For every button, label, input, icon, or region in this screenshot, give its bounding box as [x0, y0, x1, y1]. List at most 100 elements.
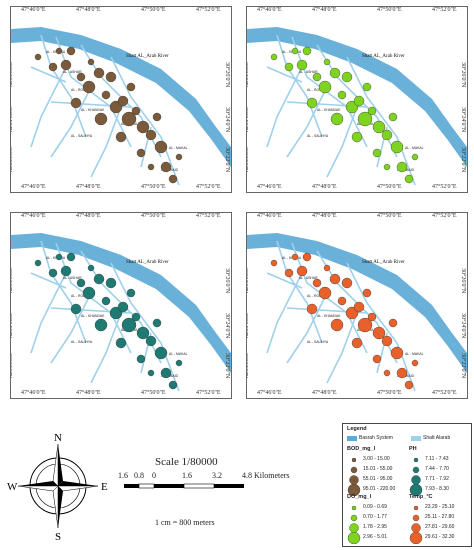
sample-site-marker: [396, 367, 408, 379]
sample-site-marker: [48, 62, 58, 72]
legend-swatch: [411, 436, 421, 441]
sample-site-marker: [82, 286, 96, 300]
sample-site-marker: [94, 112, 108, 126]
x-tick-bottom: 47°46'0"E: [257, 390, 282, 396]
sample-site-marker: [55, 253, 63, 261]
x-tick-top: 47°46'0"E: [257, 7, 282, 13]
y-tick-right: 30°26'0"N: [224, 62, 230, 88]
canal: [50, 86, 92, 158]
sample-site-marker: [323, 58, 331, 66]
sample-site-marker: [330, 112, 344, 126]
sample-site-marker: [383, 163, 391, 171]
scale-note: 1 cm = 800 meters: [155, 518, 215, 527]
site-label: AL - ROBAT: [307, 88, 325, 92]
legend-symbol: [350, 514, 358, 522]
legend-symbol: [347, 484, 361, 496]
y-tick-left: 30°22'0"N: [10, 147, 12, 173]
legend-item-label: 3.00 - 15.00: [363, 456, 390, 462]
site-label: AL - KHORA: [282, 256, 302, 260]
legend-symbol: [351, 457, 357, 463]
sample-site-marker: [34, 259, 42, 267]
scale-label: 3.2: [212, 471, 222, 480]
legend-symbol: [412, 466, 420, 474]
y-tick-right: 30°24'0"N: [224, 107, 230, 133]
x-tick-bottom: 47°48'0"E: [312, 184, 337, 190]
sample-site-marker: [145, 335, 157, 347]
canal: [266, 66, 303, 148]
y-tick-left: 30°26'0"N: [10, 268, 12, 294]
sample-site-marker: [154, 140, 168, 154]
sample-site-marker: [367, 312, 377, 322]
sample-site-marker: [70, 303, 82, 315]
legend-symbol: [413, 457, 419, 463]
sample-site-marker: [396, 161, 408, 173]
sample-site-marker: [318, 286, 332, 300]
sample-site-marker: [87, 58, 95, 66]
x-tick-top: 47°48'0"E: [76, 213, 101, 219]
y-tick-left: 30°24'0"N: [246, 313, 248, 339]
compass-n: N: [54, 432, 62, 444]
map-canvas: Shatt AL_Arab River AL - KHORA AL - ASHAR A…: [11, 27, 231, 186]
river-shatt-al-arab: [11, 233, 231, 373]
y-tick-right: 30°22'0"N: [224, 147, 230, 173]
sample-site-marker: [296, 59, 308, 71]
y-tick-right: 30°24'0"N: [460, 107, 466, 133]
sample-site-marker: [291, 253, 299, 261]
canal: [90, 312, 122, 384]
sample-site-marker: [312, 278, 322, 288]
sample-site-marker: [383, 369, 391, 377]
legend-item-label: 7.44 - 7.70: [425, 466, 449, 472]
site-label: AL - KHANDAK: [317, 108, 341, 112]
sample-site-marker: [145, 129, 157, 141]
scale-label: 0.8: [134, 471, 144, 480]
compass-s: S: [55, 531, 61, 542]
sample-site-marker: [341, 277, 353, 289]
sample-site-marker: [76, 72, 86, 82]
sample-site-marker: [136, 120, 150, 134]
river-shatt-al-arab: [247, 233, 467, 373]
canal: [266, 272, 303, 354]
x-tick-bottom: 47°46'0"E: [257, 184, 282, 190]
sample-site-marker: [136, 354, 146, 364]
site-label: AL - ASHAR: [299, 276, 318, 280]
legend-item-label: 23.29 - 25.10: [425, 504, 455, 510]
legend-item-label: Basrah System: [359, 435, 393, 441]
sample-site-marker: [362, 288, 372, 298]
x-tick-bottom: 47°52'0"E: [196, 184, 221, 190]
x-tick-bottom: 47°48'0"E: [312, 390, 337, 396]
sample-site-marker: [94, 318, 108, 332]
site-label: AL - SALIHYA: [307, 134, 329, 138]
sample-site-marker: [93, 273, 105, 285]
sample-site-marker: [121, 317, 137, 333]
sample-site-marker: [115, 337, 127, 349]
site-label: AL - ASHAR: [63, 70, 82, 74]
sample-site-marker: [337, 90, 347, 100]
site-label: AL - MAKAL: [169, 146, 188, 150]
map-canvas: Shatt AL_Arab River AL - KHORA AL - ASHAR A…: [247, 233, 467, 392]
canal: [286, 86, 328, 158]
site-label: AL - ROBAT: [71, 294, 89, 298]
legend-item-label: 55.01 - 95.00: [363, 476, 393, 482]
sample-site-marker: [362, 82, 372, 92]
canal: [326, 312, 358, 384]
legend-item-label: 95.01 - 220.00: [363, 486, 396, 492]
compass-rose: N S W E: [7, 432, 108, 542]
sample-site-marker: [372, 326, 386, 340]
sample-site-marker: [353, 301, 365, 313]
legend-group-title: BOD_mg_l: [347, 446, 376, 452]
x-tick-top: 47°52'0"E: [196, 213, 221, 219]
river-label: Shatt AL_Arab River: [126, 260, 169, 265]
legend-symbol: [413, 505, 419, 511]
x-tick-bottom: 47°46'0"E: [21, 390, 46, 396]
sample-site-marker: [306, 303, 318, 315]
sample-site-marker: [372, 120, 386, 134]
canal: [40, 34, 87, 138]
sample-site-marker: [168, 174, 178, 184]
sample-site-marker: [34, 53, 42, 61]
legend-item-label: 0.70 - 1.77: [363, 514, 387, 520]
sample-site-marker: [341, 71, 353, 83]
x-tick-bottom: 47°46'0"E: [21, 184, 46, 190]
river-label: Shatt AL_Arab River: [362, 260, 405, 265]
canal: [30, 66, 67, 83]
sample-site-marker: [302, 46, 312, 56]
